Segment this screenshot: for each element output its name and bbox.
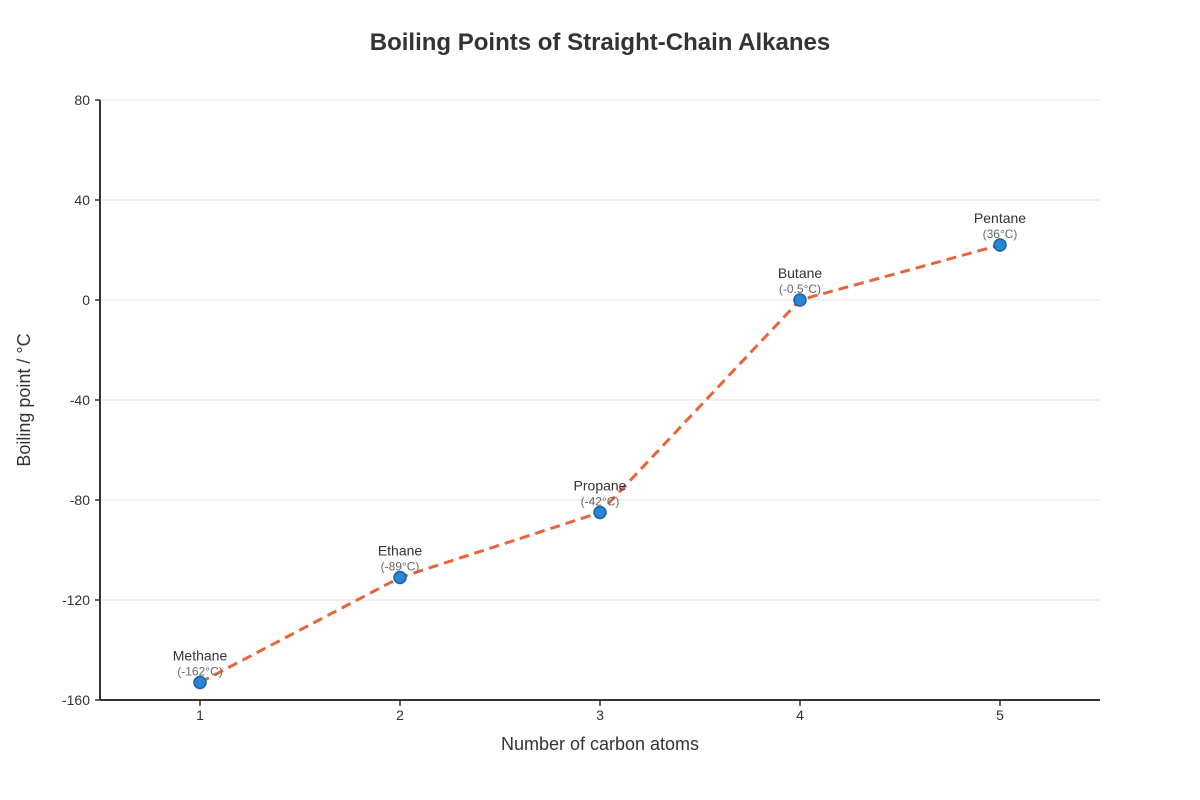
point-labels: Methane(-162°C) Ethane(-89°C) Propane(-42°… — [173, 210, 1027, 679]
data-point-value-label: (-42°C) — [581, 495, 620, 509]
y-tick-label: -120 — [62, 592, 90, 608]
y-tick-label: 0 — [82, 292, 90, 308]
data-point-marker — [793, 293, 807, 307]
data-point-name-label: Pentane — [974, 210, 1026, 226]
y-tick-label: 40 — [74, 192, 90, 208]
data-point-marker — [193, 675, 207, 690]
y-tick-label: 80 — [74, 92, 90, 108]
data-point-value-label: (-0.5°C) — [779, 282, 821, 296]
data-point-marker — [593, 505, 607, 520]
x-tick-label: 1 — [196, 707, 204, 723]
data-point-name-label: Methane — [173, 648, 228, 664]
x-axis-ticks: 1 2 3 4 5 — [196, 700, 1004, 723]
y-tick-label: -80 — [70, 492, 90, 508]
chart-title: Boiling Points of Straight-Chain Alkanes — [370, 29, 830, 56]
data-point-value-label: (-89°C) — [381, 560, 420, 574]
data-point-name-label: Ethane — [378, 543, 423, 559]
gridlines — [100, 99, 1100, 601]
series-line — [199, 243, 1001, 684]
y-axis-title: Boiling point / °C — [14, 333, 34, 466]
y-axis-ticks: -160 -120 -80 -40 0 40 80 — [62, 92, 100, 708]
x-axis-title: Number of carbon atoms — [501, 734, 699, 754]
data-point-value-label: (36°C) — [983, 227, 1018, 241]
x-tick-label: 5 — [996, 707, 1004, 723]
y-tick-label: -160 — [62, 692, 90, 708]
data-point-marker — [393, 570, 407, 585]
series-boiling-points — [193, 238, 1007, 690]
data-point-name-label: Propane — [574, 478, 627, 494]
x-tick-label: 4 — [796, 707, 804, 723]
data-point-name-label: Butane — [778, 265, 823, 281]
data-point-marker — [993, 238, 1007, 252]
y-tick-label: -40 — [70, 392, 90, 408]
x-tick-label: 2 — [396, 707, 404, 723]
data-point-value-label: (-162°C) — [177, 665, 222, 679]
x-tick-label: 3 — [596, 707, 604, 723]
